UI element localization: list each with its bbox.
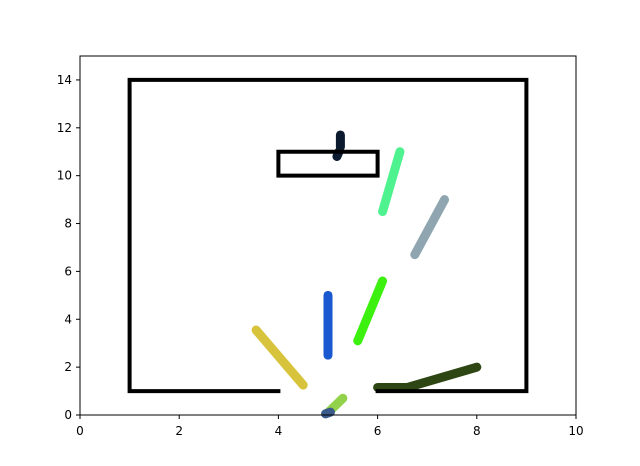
x-tick-label: 0 [76, 424, 84, 438]
x-tick-label: 2 [175, 424, 183, 438]
y-tick-label: 12 [57, 121, 72, 135]
y-tick-label: 14 [57, 73, 72, 87]
series-layer [251, 130, 482, 419]
y-tick-label: 8 [64, 217, 72, 231]
series-line-10 [373, 362, 482, 392]
y-tick-label: 2 [64, 360, 72, 374]
series-line-6 [353, 276, 388, 346]
series-line-7 [251, 325, 308, 390]
series-line-4 [410, 195, 450, 260]
x-tick-label: 8 [473, 424, 481, 438]
y-tick-label: 10 [57, 169, 72, 183]
y-axis-ticks: 0 2 4 6 8 10 12 14 [57, 73, 80, 422]
x-tick-label: 6 [374, 424, 382, 438]
series-line-9 [321, 407, 335, 419]
y-tick-label: 4 [64, 312, 72, 326]
y-tick-label: 6 [64, 264, 72, 278]
x-tick-label: 10 [568, 424, 583, 438]
x-axis-ticks: 0 2 4 6 8 10 [76, 415, 584, 438]
plot-frame [79, 55, 577, 416]
x-tick-label: 4 [275, 424, 283, 438]
wall-segment-2 [276, 149, 380, 178]
walls-layer [127, 77, 529, 394]
wall-segment-1 [127, 77, 529, 394]
y-tick-label: 0 [64, 408, 72, 422]
series-line-3 [378, 147, 405, 217]
